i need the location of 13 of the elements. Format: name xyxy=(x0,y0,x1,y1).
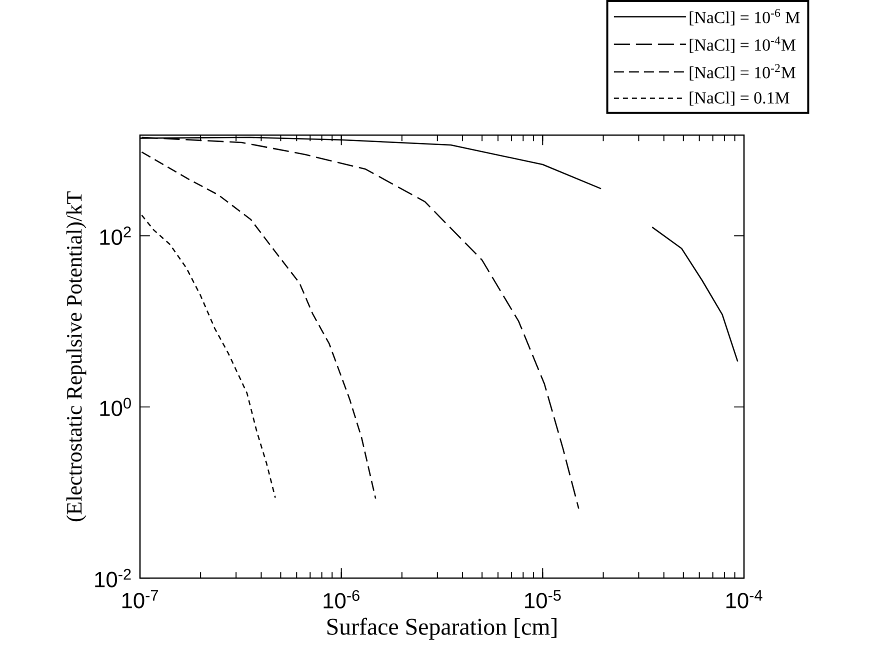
y-tick-label: 10$^{0}$ xyxy=(100,398,131,416)
x-tick-label: 10$^{-6}$ xyxy=(324,590,360,608)
y-axis-title: (Electrostatic Repulsive Potential)/kT xyxy=(66,191,86,522)
y-tick-label: 10$^{-2}$ xyxy=(95,568,131,588)
legend-label: [NaCl] = 10$^{-2}$M xyxy=(690,64,796,80)
legend-label: [NaCl] = 10$^{-6}$ M xyxy=(690,8,800,26)
x-axis-title: Surface Separation [cm] xyxy=(327,618,556,640)
y-tick-label: 10$^{2}$ xyxy=(100,226,131,245)
legend-label: [NaCl] = 10$^{-4}$M xyxy=(690,36,796,53)
x-tick-label: 10$^{-4}$ xyxy=(726,590,762,608)
x-tick-label: 10$^{-5}$ xyxy=(525,590,561,608)
legend-label: [NaCl] = 0.1M xyxy=(690,92,790,106)
x-tick-label: 10$^{-7}$ xyxy=(122,590,158,608)
